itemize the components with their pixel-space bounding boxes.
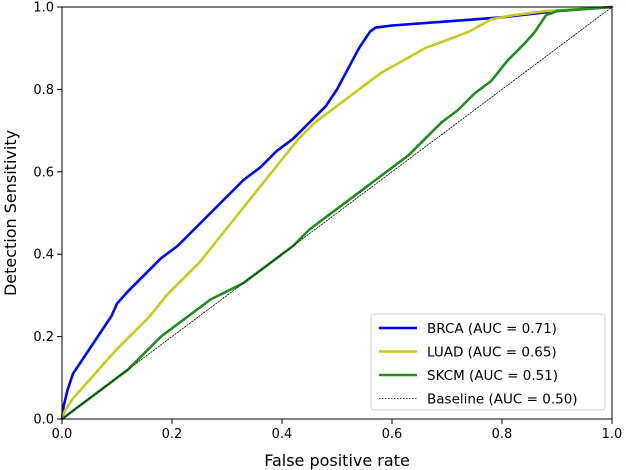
x-tick-label: 1.0: [602, 427, 623, 442]
x-tick-label: 0.2: [162, 427, 183, 442]
y-tick-label: 0.8: [33, 83, 54, 98]
x-tick-label: 0.0: [52, 427, 73, 442]
ticks: 0.0 0.2 0.4 0.6 0.8 1.0 0.0 0.2 0.4 0.6 0.8 1.0: [33, 1, 622, 443]
y-tick-label: 0.0: [33, 413, 54, 428]
axes: [61, 6, 613, 420]
legend-label: SKCM (AUC = 0.51): [427, 368, 558, 384]
y-tick-label: 0.2: [33, 330, 54, 345]
series-line-baseline: [61, 6, 613, 420]
plot-frame: [61, 6, 613, 420]
legend-box: [370, 313, 606, 411]
y-tick-label: 1.0: [33, 1, 54, 16]
series-line-skcm: [60, 5, 614, 421]
legend: BRCA (AUC = 0.71) LUAD (AUC = 0.65) SKCM (…: [370, 313, 606, 411]
legend-label: Baseline (AUC = 0.50): [427, 392, 578, 408]
legend-label: BRCA (AUC = 0.71): [427, 321, 557, 337]
x-tick-label: 0.4: [272, 427, 293, 442]
series-line-brca: [60, 5, 614, 421]
x-axis-label: False positive rate: [264, 451, 410, 470]
y-tick-label: 0.4: [33, 248, 54, 263]
series-line-luad: [60, 5, 614, 421]
y-axis-label: Detection Sensitivity: [1, 130, 20, 296]
y-tick-label: 0.6: [33, 165, 54, 180]
x-tick-label: 0.6: [382, 427, 403, 442]
x-tick-label: 0.8: [492, 427, 513, 442]
legend-label: LUAD (AUC = 0.65): [427, 345, 557, 361]
plot-series: [60, 5, 614, 421]
